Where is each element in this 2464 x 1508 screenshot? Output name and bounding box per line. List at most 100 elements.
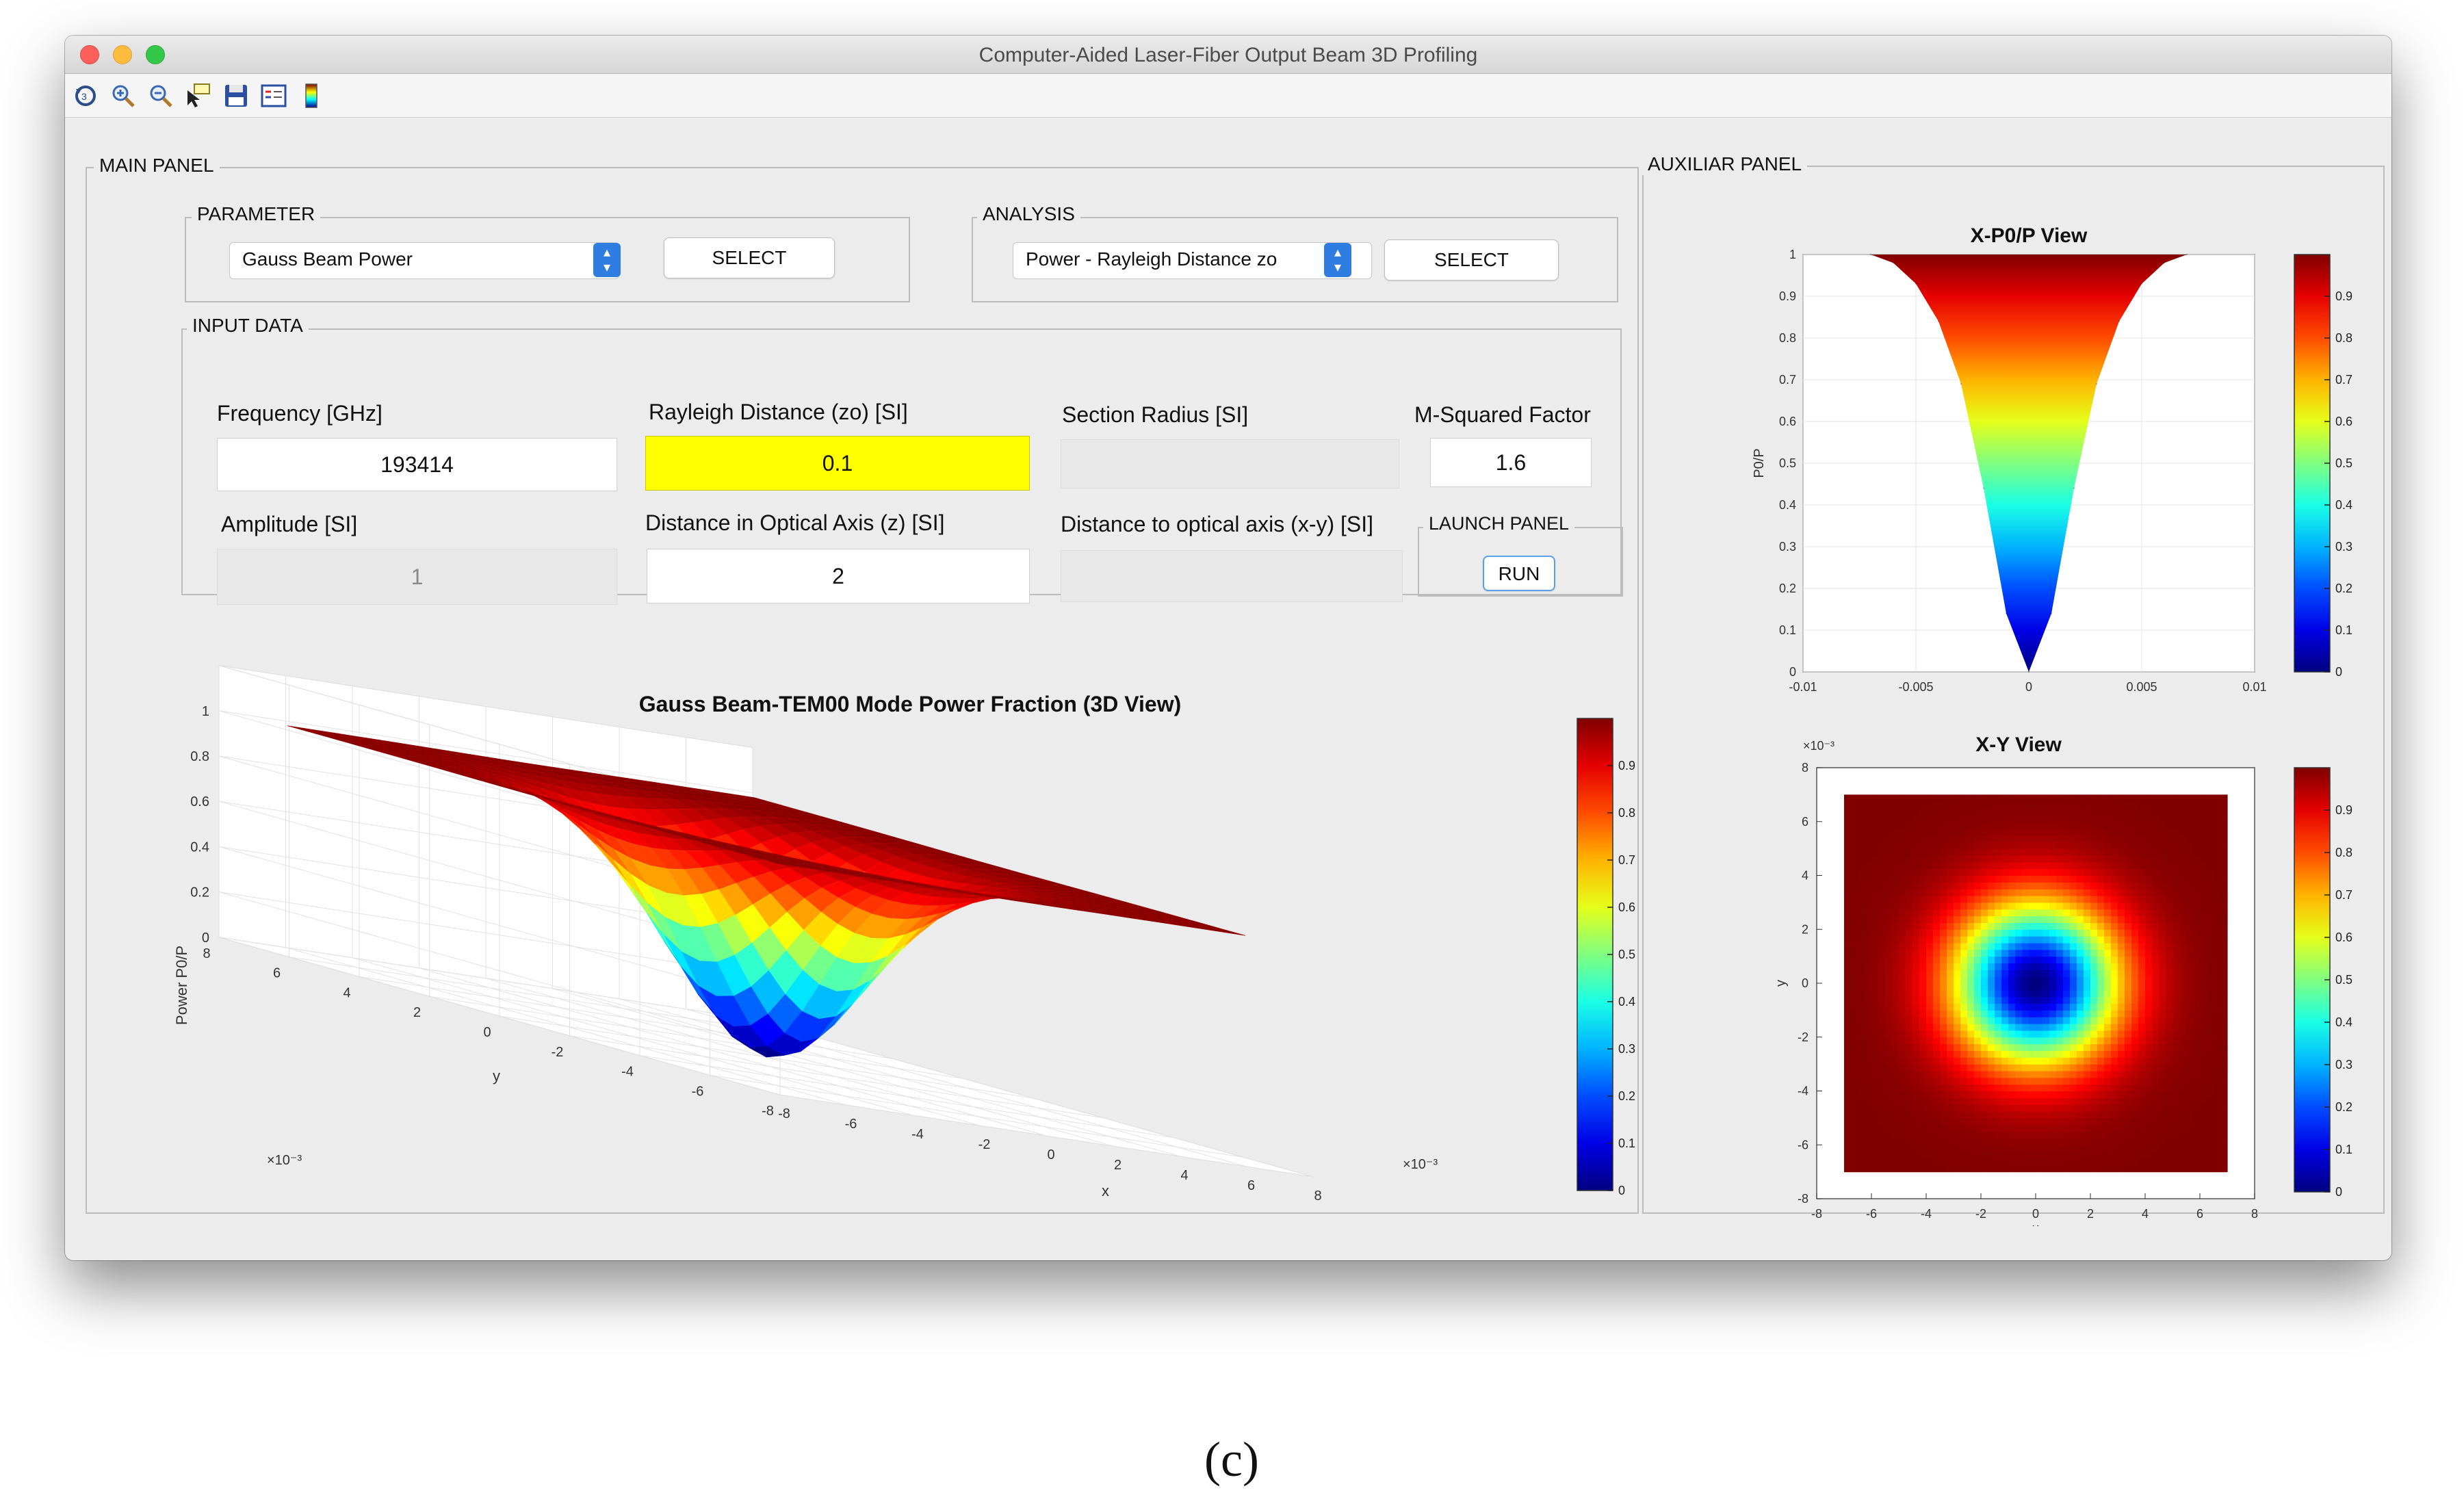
xy-heatmap-cell (2118, 794, 2125, 802)
xy-heatmap-cell (2200, 821, 2207, 829)
xy-heatmap-cell (1899, 1124, 1906, 1132)
xy-heatmap-cell (2159, 936, 2166, 944)
xy-heatmap-cell (2036, 1131, 2043, 1139)
xy-heatmap-cell (2179, 861, 2187, 870)
xy-heatmap-cell (1865, 1084, 1872, 1092)
xy-heatmap-cell (2138, 808, 2146, 816)
xy-heatmap-cell (2090, 1104, 2098, 1112)
zoom-out-icon[interactable] (147, 82, 174, 109)
xy-heatmap-cell (1906, 848, 1913, 856)
analysis-popup[interactable]: Power - Rayleigh Distance zo (1013, 242, 1372, 279)
parameter-popup-chevron-icon[interactable]: ▴ ▾ (593, 243, 621, 277)
xy-heatmap-cell (2214, 1145, 2221, 1152)
xy-heatmap-cell (2097, 1091, 2105, 1098)
xy-heatmap-cell (2179, 889, 2187, 896)
xy-heatmap-cell (2042, 1124, 2050, 1132)
xy-heatmap-cell (1906, 963, 1913, 970)
xy-heatmap-cell (2166, 1145, 2173, 1152)
xy-heatmap-cell (2063, 949, 2071, 957)
xy-heatmap-cell (2173, 983, 2180, 991)
xy-heatmap-cell (1919, 936, 1927, 944)
xy-heatmap-cell (2152, 949, 2160, 957)
xy-heatmap-cell (2070, 808, 2077, 816)
xy-heatmap-cell (1892, 983, 1899, 991)
xy-heatmap-cell (2111, 808, 2118, 816)
rotate-3d-icon[interactable]: 3 (72, 82, 99, 109)
section-radius-field[interactable] (1061, 439, 1399, 489)
xy-heatmap-cell (2186, 1003, 2194, 1011)
xy-heatmap-cell (1892, 1043, 1899, 1052)
run-button[interactable]: RUN (1483, 556, 1555, 591)
xy-y-exponent: ×10⁻³ (1803, 739, 1834, 753)
xy-heatmap-cell (2029, 794, 2036, 802)
xy-heatmap-cell (2179, 848, 2187, 856)
xy-heatmap-cell (2193, 794, 2201, 802)
rayleigh-distance-field[interactable]: 0.1 (645, 436, 1030, 491)
xy-heatmap-cell (2022, 1158, 2029, 1166)
save-icon[interactable] (222, 82, 250, 109)
analysis-select-button[interactable]: SELECT (1384, 239, 1559, 281)
xy-heatmap-cell (2042, 956, 2050, 964)
surface-z-tick: 0.6 (190, 794, 209, 809)
xy-heatmap-cell (2118, 1097, 2125, 1105)
xy-heatmap-cell (1851, 1003, 1858, 1011)
insert-colorbar-icon[interactable] (298, 82, 325, 109)
xy-heatmap-cell (1988, 1158, 1995, 1166)
xy-heatmap-cell (1933, 929, 1941, 937)
xy-heatmap-cell (2090, 1131, 2098, 1139)
xy-heatmap-cell (1865, 1152, 1872, 1159)
xy-heatmap-cell (1919, 1057, 1927, 1065)
xy-heatmap-cell (2029, 902, 2036, 910)
xy-heatmap-cell (2022, 855, 2029, 863)
xy-heatmap-cell (2070, 996, 2077, 1004)
xy-heatmap-cell (1844, 835, 1852, 842)
xy-heatmap-cell (2049, 1037, 2057, 1045)
xy-heatmap-cell (2036, 896, 2043, 903)
surface-colorbar-label: 0.1 (1618, 1136, 1635, 1150)
xy-heatmap-cell (2029, 896, 2036, 903)
optical-axis-field[interactable]: 2 (647, 549, 1030, 603)
xy-heatmap-cell (1906, 1077, 1913, 1085)
xy-heatmap-cell (2207, 1037, 2214, 1045)
xy-heatmap-cell (2015, 1050, 2023, 1058)
xy-heatmap-cell (2125, 1158, 2132, 1166)
xy-heatmap-cell (2173, 929, 2180, 937)
m-squared-field[interactable]: 1.6 (1430, 438, 1592, 487)
xy-heatmap-cell (2111, 861, 2118, 870)
distance-xy-field[interactable] (1061, 550, 1403, 602)
xy-heatmap-cell (2104, 821, 2112, 829)
xy-heatmap-cell (2138, 1043, 2146, 1052)
xy-heatmap-cell (2138, 889, 2146, 896)
zoom-in-icon[interactable] (109, 82, 137, 109)
xy-heatmap-cell (1858, 915, 1865, 924)
xy-heatmap-cell (2029, 942, 2036, 950)
xy-heatmap-cell (2214, 1138, 2221, 1145)
xy-heatmap-cell (1906, 996, 1913, 1004)
data-cursor-icon[interactable] (185, 82, 212, 109)
parameter-popup[interactable]: Gauss Beam Power (229, 242, 619, 279)
xy-heatmap-cell (2138, 1010, 2146, 1017)
xy-heatmap-cell (2186, 1050, 2194, 1058)
xy-heatmap-cell (2104, 1003, 2112, 1011)
xy-heatmap-cell (1988, 1024, 1995, 1031)
close-window-icon[interactable] (80, 45, 99, 64)
xy-heatmap-cell (2200, 942, 2207, 950)
frequency-field[interactable]: 193414 (217, 438, 617, 491)
xy-heatmap-cell (1871, 922, 1879, 930)
x-p0p-chart[interactable]: -0.01 -0.005 0 0.005 0.0100.10.20.30.40.50.6… (1652, 179, 2378, 699)
minimize-window-icon[interactable] (113, 45, 132, 64)
insert-legend-icon[interactable] (260, 82, 287, 109)
xy-heatmap-cell (1926, 902, 1934, 910)
xy-heatmap-cell (2125, 922, 2132, 930)
xy-heatmap-cell (1885, 801, 1893, 809)
maximize-window-icon[interactable] (146, 45, 165, 64)
amplitude-field[interactable]: 1 (217, 549, 617, 605)
xy-heatmap-cell (2090, 1138, 2098, 1145)
xy-heatmap-cell (1954, 1010, 1961, 1017)
parameter-select-button[interactable]: SELECT (664, 237, 835, 278)
surface-3d-chart[interactable]: -8-6-4-20246886420-2-4-6-800.20.40.60.81… (106, 629, 1639, 1211)
xy-heatmap-cell (2193, 868, 2201, 876)
analysis-popup-chevron-icon[interactable]: ▴ ▾ (1324, 243, 1351, 277)
surface-y-tick: 0 (483, 1025, 491, 1040)
